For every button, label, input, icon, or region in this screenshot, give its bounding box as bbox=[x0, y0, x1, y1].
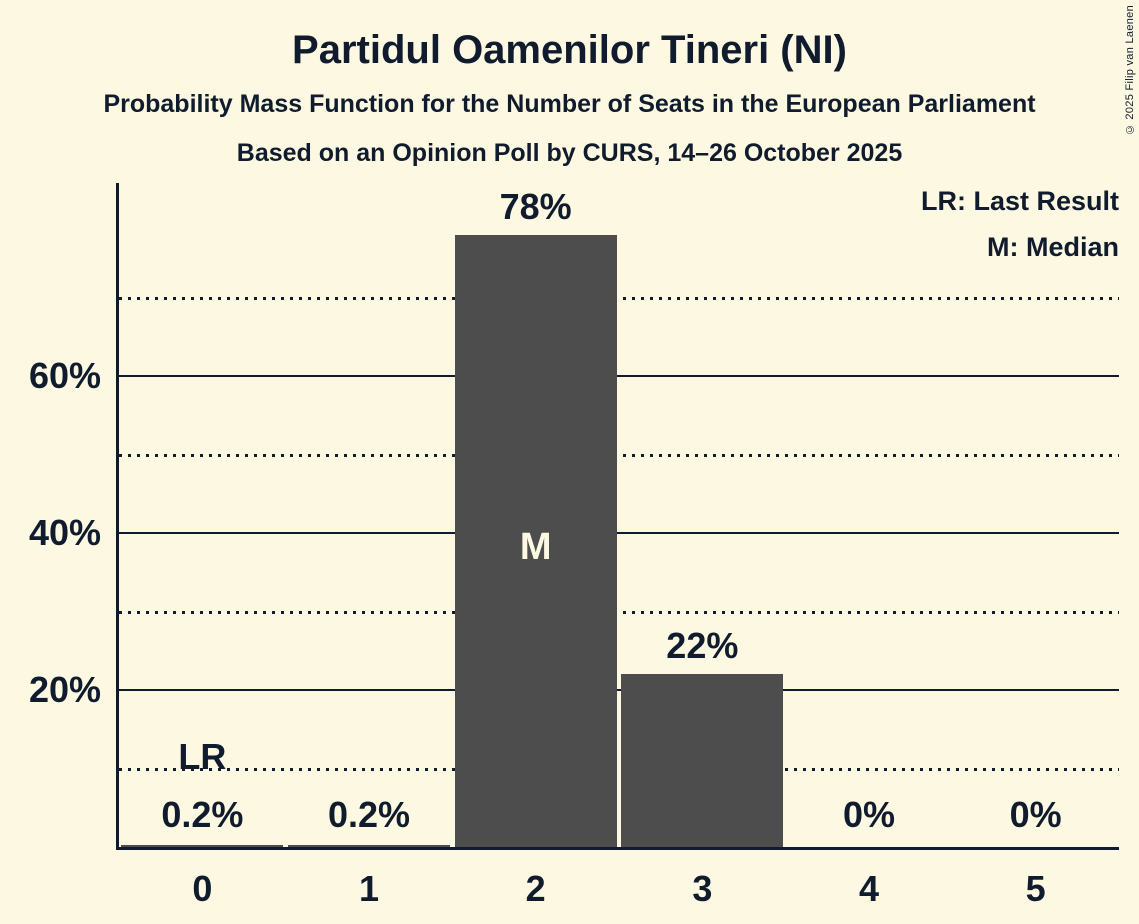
bar-seat-0 bbox=[121, 845, 284, 847]
gridline-dotted-10 bbox=[119, 767, 1119, 771]
gridline-solid-40 bbox=[119, 532, 1119, 534]
x-axis-line bbox=[116, 847, 1119, 850]
gridline-solid-60 bbox=[119, 375, 1119, 377]
value-label-seat-2: 78% bbox=[499, 186, 572, 227]
gridline-dotted-30 bbox=[119, 610, 1119, 614]
bar-seat-1 bbox=[288, 845, 450, 847]
legend-last-result: LR: Last Result bbox=[920, 186, 1119, 216]
last-result-marker: LR bbox=[178, 736, 227, 777]
value-label-seat-1: 0.2% bbox=[327, 794, 411, 835]
copyright-notice: © 2025 Filip van Laenen bbox=[1124, 5, 1136, 136]
x-axis-label-2: 2 bbox=[525, 868, 546, 909]
gridline-dotted-50 bbox=[119, 453, 1119, 457]
y-axis-label-60: 60% bbox=[28, 355, 101, 396]
value-label-seat-5: 0% bbox=[1009, 794, 1062, 835]
value-label-seat-4: 0% bbox=[842, 794, 896, 835]
bar-seat-3 bbox=[621, 674, 784, 847]
plot-area: 0.2% 0.2% 78% 22% 0% 0% M LR bbox=[119, 183, 1119, 847]
bar-seat-2 bbox=[454, 235, 617, 847]
subtitle-pmf: Probability Mass Function for the Number… bbox=[103, 90, 1036, 118]
legend-median: M: Median bbox=[987, 232, 1119, 262]
x-axis-label-5: 5 bbox=[1025, 868, 1046, 909]
y-axis-line bbox=[116, 183, 119, 850]
value-label-seat-0: 0.2% bbox=[161, 794, 244, 835]
gridline-solid-20 bbox=[119, 689, 1119, 691]
x-axis-label-3: 3 bbox=[692, 868, 713, 909]
y-axis-label-20: 20% bbox=[28, 669, 101, 710]
y-axis-label-40: 40% bbox=[28, 512, 101, 553]
gridline-dotted-70 bbox=[119, 296, 1119, 300]
x-axis-label-4: 4 bbox=[858, 868, 880, 909]
page-title: Partidul Oamenilor Tineri (NI) bbox=[292, 28, 847, 72]
value-label-seat-3: 22% bbox=[666, 625, 739, 666]
median-marker: M bbox=[519, 526, 552, 568]
x-axis-label-1: 1 bbox=[358, 868, 380, 909]
subtitle-poll-source: Based on an Opinion Poll by CURS, 14–26 … bbox=[236, 139, 903, 167]
x-axis-label-0: 0 bbox=[192, 868, 213, 909]
